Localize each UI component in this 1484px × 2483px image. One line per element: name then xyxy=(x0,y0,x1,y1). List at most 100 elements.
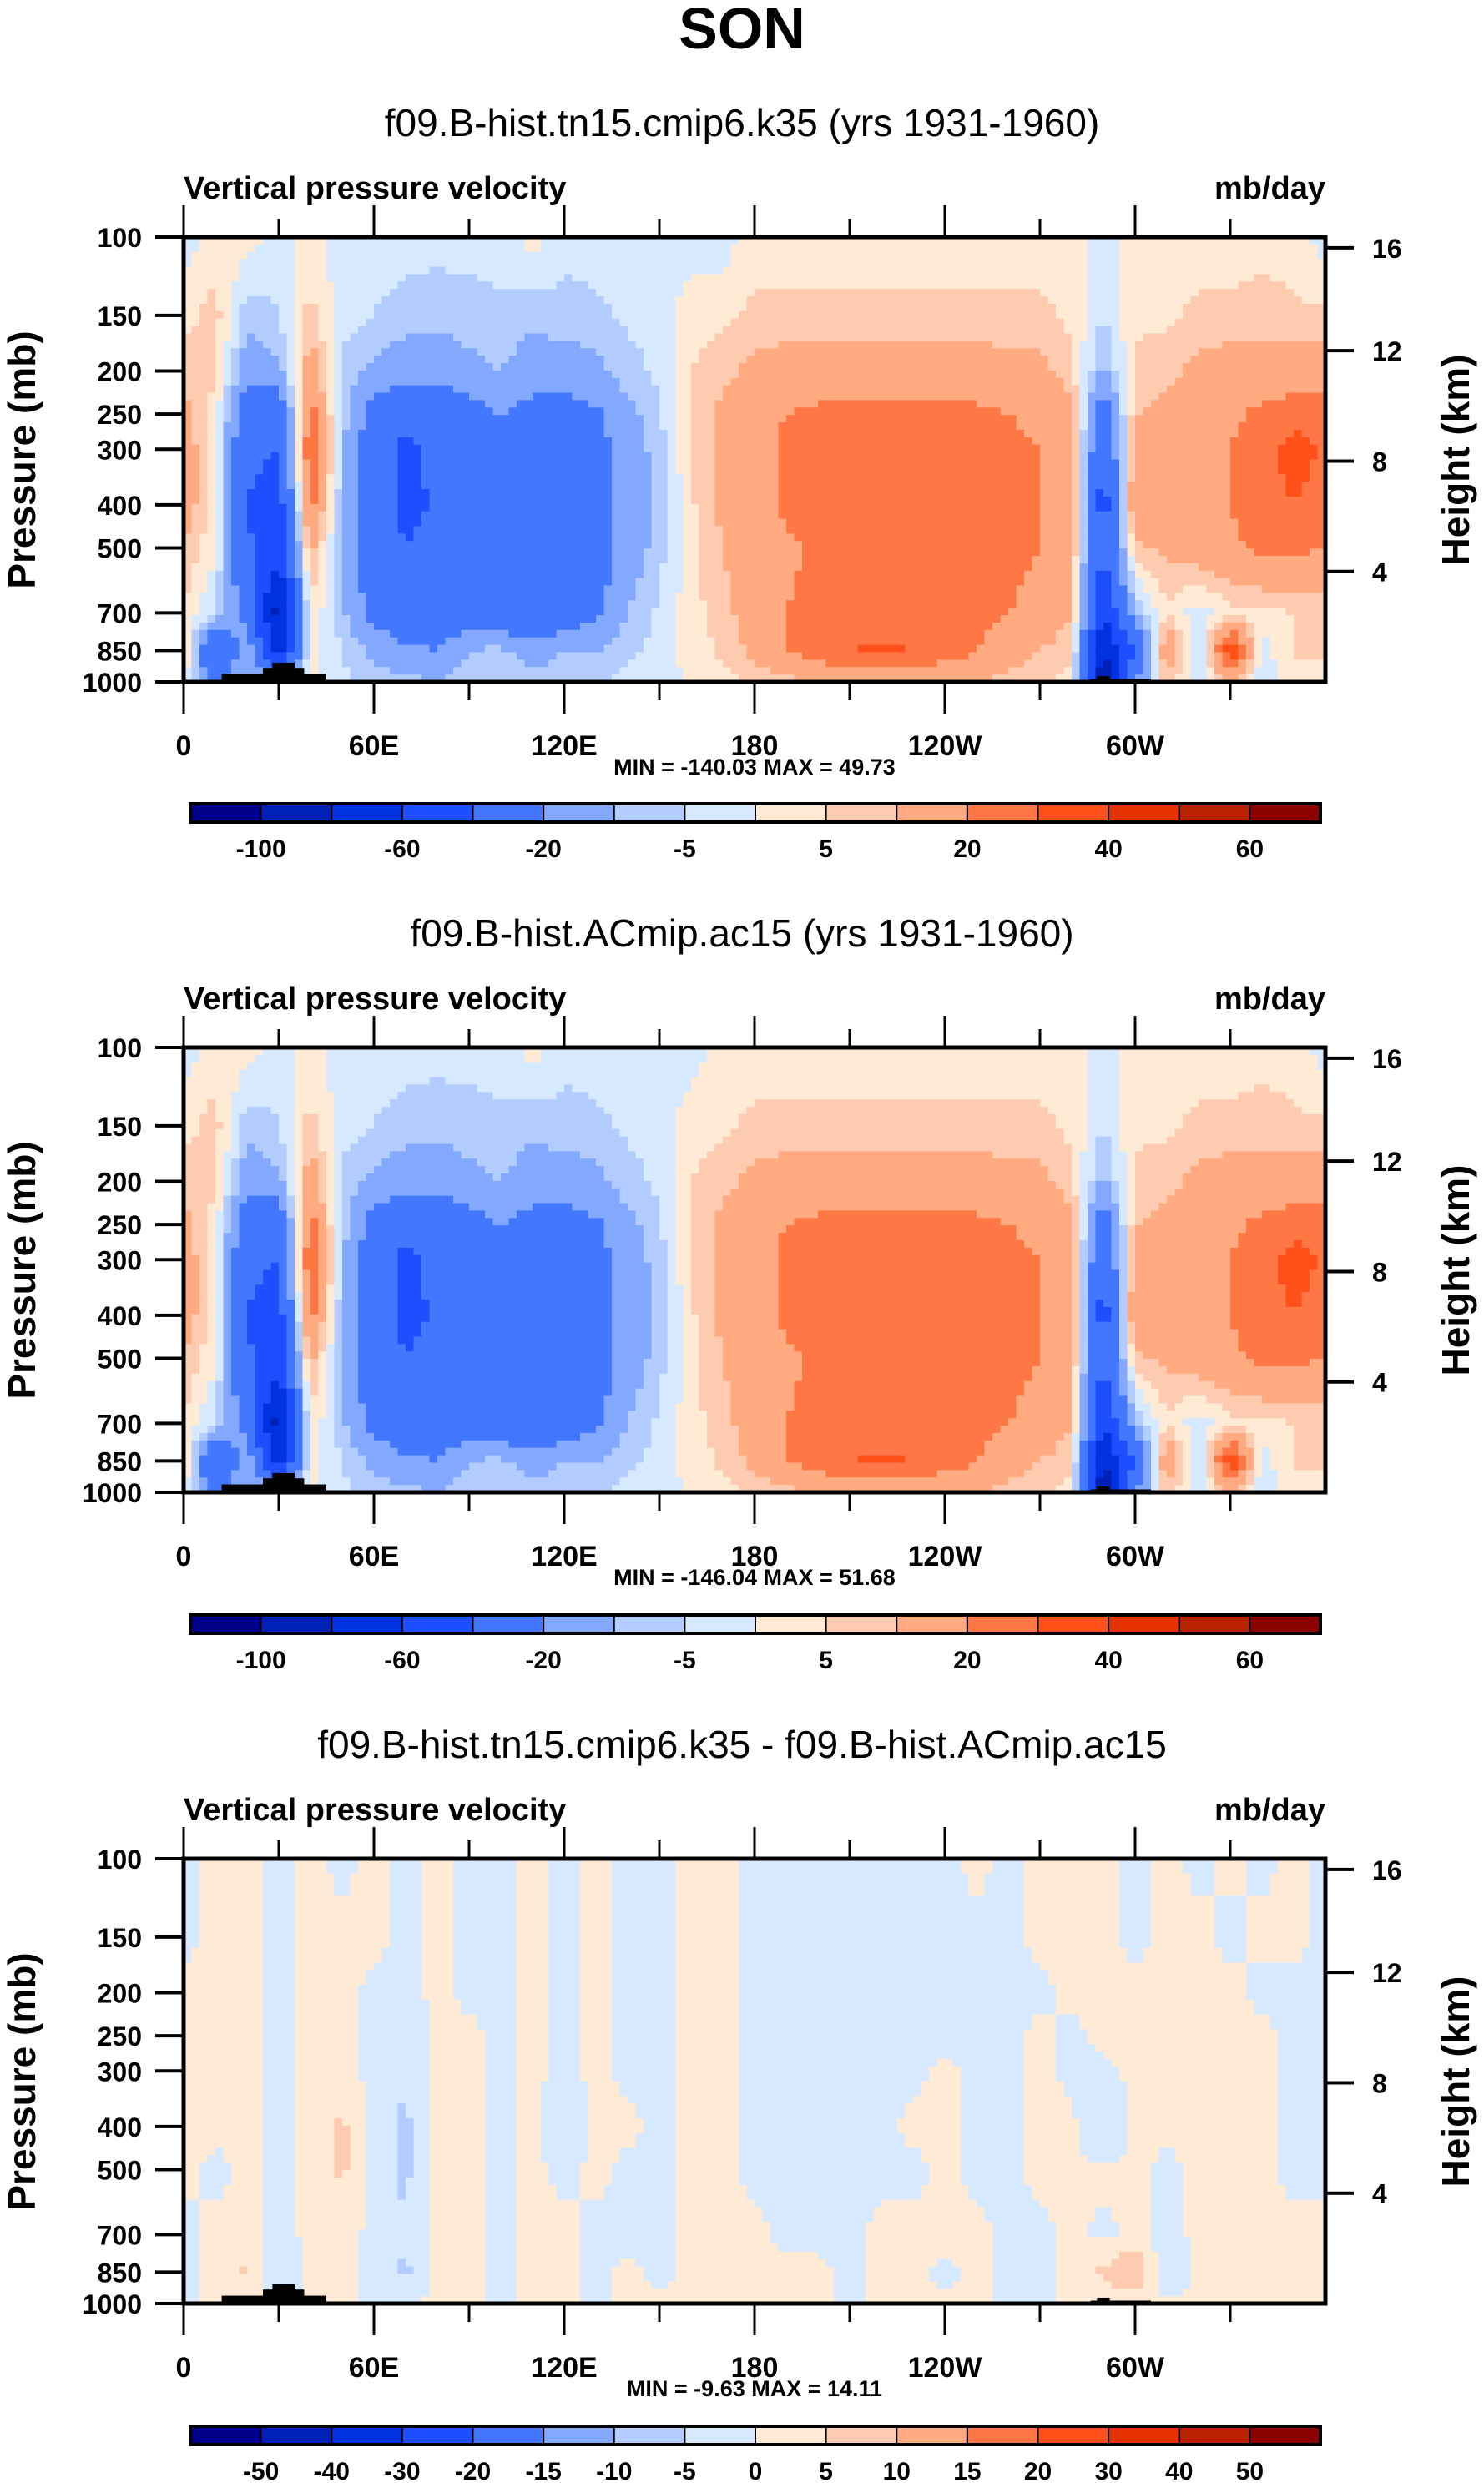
contour-cell xyxy=(509,260,517,267)
contour-cell xyxy=(953,333,962,341)
contour-cell xyxy=(810,422,819,430)
contour-cell xyxy=(1262,311,1270,319)
contour-cell xyxy=(1088,386,1096,393)
contour-cell xyxy=(691,371,699,378)
contour-cell xyxy=(897,326,906,334)
contour-cell xyxy=(826,489,835,497)
contour-cell xyxy=(1230,467,1239,474)
contour-cell xyxy=(557,386,565,393)
contour-cell xyxy=(929,274,937,281)
contour-cell xyxy=(1175,460,1184,467)
contour-cell xyxy=(1112,260,1120,267)
contour-cell xyxy=(906,489,914,497)
contour-cell xyxy=(1072,460,1080,467)
contour-cell xyxy=(636,407,644,415)
contour-cell xyxy=(390,267,398,275)
contour-cell xyxy=(755,319,763,326)
contour-cell xyxy=(295,333,303,341)
contour-cell xyxy=(469,311,477,319)
contour-cell xyxy=(215,296,224,304)
contour-cell xyxy=(224,378,232,386)
contour-cell xyxy=(1017,474,1025,482)
contour-cell xyxy=(382,445,391,452)
contour-cell xyxy=(992,281,1001,289)
contour-cell xyxy=(208,341,216,348)
contour-cell xyxy=(659,386,668,393)
contour-cell xyxy=(890,415,898,422)
contour-cell xyxy=(1254,437,1263,445)
contour-cell xyxy=(945,467,953,474)
contour-cell xyxy=(763,252,771,260)
contour-cell xyxy=(1056,333,1064,341)
contour-cell xyxy=(255,452,264,460)
contour-cell xyxy=(398,393,406,401)
contour-cell xyxy=(279,467,287,474)
contour-cell xyxy=(446,267,454,275)
contour-cell xyxy=(992,437,1001,445)
contour-cell xyxy=(699,386,708,393)
contour-cell xyxy=(1183,326,1191,334)
contour-cell xyxy=(247,304,255,311)
contour-cell xyxy=(779,274,787,281)
contour-cell xyxy=(295,371,303,378)
contour-cell xyxy=(1223,252,1231,260)
contour-cell xyxy=(985,386,993,393)
contour-cell xyxy=(921,482,930,489)
contour-cell xyxy=(255,430,264,437)
contour-cell xyxy=(224,274,232,281)
contour-cell xyxy=(992,415,1001,422)
contour-cell xyxy=(1056,252,1064,260)
contour-cell xyxy=(477,393,486,401)
contour-cell xyxy=(1103,437,1112,445)
contour-cell xyxy=(580,311,588,319)
contour-cell xyxy=(770,371,779,378)
contour-cell xyxy=(1032,260,1041,267)
contour-cell xyxy=(779,400,787,407)
contour-cell xyxy=(1024,415,1032,422)
contour-cell xyxy=(1191,363,1199,371)
contour-cell xyxy=(858,474,866,482)
contour-cell xyxy=(1001,252,1009,260)
contour-cell xyxy=(287,348,295,356)
contour-cell xyxy=(342,326,351,334)
contour-cell xyxy=(509,326,517,334)
contour-cell xyxy=(192,356,200,363)
contour-cell xyxy=(842,311,851,319)
contour-cell xyxy=(1230,422,1239,430)
contour-cell xyxy=(953,393,962,401)
contour-cell xyxy=(1262,393,1270,401)
contour-cell xyxy=(358,422,366,430)
contour-cell xyxy=(279,363,287,371)
contour-cell xyxy=(564,474,573,482)
contour-cell xyxy=(1008,245,1017,252)
contour-cell xyxy=(477,430,486,437)
contour-cell xyxy=(573,260,581,267)
contour-cell xyxy=(430,489,438,497)
contour-cell xyxy=(1128,400,1136,407)
contour-cell xyxy=(802,348,810,356)
contour-cell xyxy=(477,289,486,296)
contour-cell xyxy=(548,474,557,482)
contour-cell xyxy=(287,274,295,281)
contour-cell xyxy=(620,437,628,445)
contour-cell xyxy=(485,363,493,371)
contour-cell xyxy=(652,467,660,474)
contour-cell xyxy=(786,467,795,474)
contour-cell xyxy=(890,467,898,474)
contour-cell xyxy=(691,460,699,467)
contour-cell xyxy=(707,393,715,401)
contour-cell xyxy=(208,333,216,341)
contour-cell xyxy=(628,289,636,296)
contour-cell xyxy=(763,415,771,422)
contour-cell xyxy=(477,437,486,445)
contour-cell xyxy=(326,289,335,296)
contour-cell xyxy=(913,467,921,474)
contour-cell xyxy=(588,482,597,489)
contour-cell xyxy=(1008,452,1017,460)
contour-cell xyxy=(675,260,684,267)
contour-cell xyxy=(1302,460,1310,467)
contour-cell xyxy=(795,378,803,386)
contour-cell xyxy=(850,371,858,378)
contour-cell xyxy=(351,460,359,467)
contour-cell xyxy=(890,356,898,363)
